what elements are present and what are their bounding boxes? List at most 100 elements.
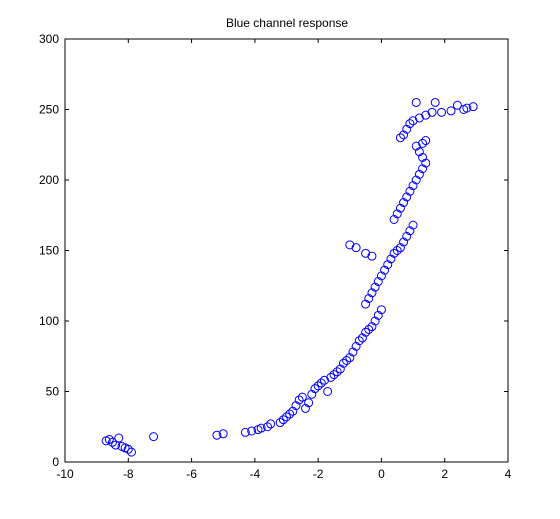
y-tick-label: 300 xyxy=(39,32,59,46)
data-points xyxy=(101,97,478,457)
data-point xyxy=(335,364,345,374)
data-point xyxy=(342,355,352,365)
data-point xyxy=(414,113,424,123)
data-point xyxy=(319,375,329,385)
data-point xyxy=(386,254,396,264)
data-point xyxy=(351,341,361,351)
x-tick-label: -6 xyxy=(186,467,197,481)
data-point xyxy=(408,220,418,230)
x-tick-label: 4 xyxy=(505,467,512,481)
data-point xyxy=(357,333,367,343)
data-point xyxy=(418,152,428,162)
x-tick-label: -2 xyxy=(313,467,324,481)
data-point xyxy=(446,106,456,116)
y-tick-label: 50 xyxy=(46,385,60,399)
data-point xyxy=(338,358,348,368)
data-point xyxy=(402,192,412,202)
data-point xyxy=(373,277,383,287)
data-point xyxy=(300,403,310,413)
y-tick-label: 250 xyxy=(39,103,59,117)
data-point xyxy=(414,169,424,179)
data-point xyxy=(370,316,380,326)
y-tick-label: 100 xyxy=(39,314,59,328)
data-point xyxy=(367,251,377,261)
data-point xyxy=(418,164,428,174)
data-point xyxy=(278,415,288,425)
data-point xyxy=(437,107,447,117)
data-point xyxy=(373,310,383,320)
data-point xyxy=(361,248,371,258)
data-point xyxy=(263,422,273,432)
data-point xyxy=(218,429,228,439)
x-tick-label: 2 xyxy=(441,467,448,481)
data-point xyxy=(399,237,409,247)
data-point xyxy=(247,426,257,436)
data-point xyxy=(107,437,117,447)
data-point xyxy=(240,427,250,437)
data-point xyxy=(345,240,355,250)
data-point xyxy=(452,100,462,110)
data-point xyxy=(316,378,326,388)
data-point xyxy=(266,419,276,429)
data-point xyxy=(430,97,440,107)
data-point xyxy=(149,432,159,442)
data-point xyxy=(332,367,342,377)
data-point xyxy=(468,102,478,112)
data-point xyxy=(307,389,317,399)
data-point xyxy=(367,288,377,298)
data-point xyxy=(291,401,301,411)
data-point xyxy=(364,293,374,303)
data-point xyxy=(348,347,358,357)
data-point xyxy=(313,381,323,391)
data-point xyxy=(395,203,405,213)
data-point xyxy=(402,231,412,241)
x-tick-label: 0 xyxy=(378,467,385,481)
data-point xyxy=(414,147,424,157)
data-point xyxy=(408,181,418,191)
data-point xyxy=(361,327,371,337)
data-point xyxy=(123,444,133,454)
data-point xyxy=(392,209,402,219)
x-tick-label: -8 xyxy=(123,467,134,481)
data-point xyxy=(405,226,415,236)
x-tick-label: -10 xyxy=(56,467,74,481)
data-point xyxy=(395,243,405,253)
y-tick-label: 200 xyxy=(39,173,59,187)
data-point xyxy=(405,119,415,129)
chart-title: Blue channel response xyxy=(226,16,348,30)
data-point xyxy=(421,110,431,120)
data-point xyxy=(370,282,380,292)
x-tick-label: -4 xyxy=(250,467,261,481)
data-point xyxy=(364,324,374,334)
data-point xyxy=(361,299,371,309)
data-point xyxy=(402,124,412,134)
data-point xyxy=(326,372,336,382)
data-point xyxy=(380,265,390,275)
data-point xyxy=(104,434,114,444)
data-point xyxy=(282,412,291,422)
data-point xyxy=(297,392,307,402)
data-point xyxy=(383,260,393,270)
data-point xyxy=(405,186,415,196)
data-point xyxy=(345,353,355,363)
data-point xyxy=(462,103,472,113)
data-point xyxy=(329,370,339,380)
data-point xyxy=(351,243,361,253)
data-point xyxy=(411,97,421,107)
data-point xyxy=(411,175,421,185)
data-point xyxy=(367,322,377,332)
data-point xyxy=(310,384,320,394)
data-point xyxy=(275,418,285,428)
data-point xyxy=(294,395,304,405)
data-point xyxy=(395,133,405,143)
data-point xyxy=(418,138,428,148)
data-point xyxy=(392,246,402,255)
data-point xyxy=(323,387,333,396)
data-point xyxy=(408,116,418,126)
data-point xyxy=(376,305,386,315)
data-point xyxy=(427,107,437,117)
data-point xyxy=(256,423,266,433)
data-point xyxy=(399,130,409,140)
data-point xyxy=(399,198,409,208)
